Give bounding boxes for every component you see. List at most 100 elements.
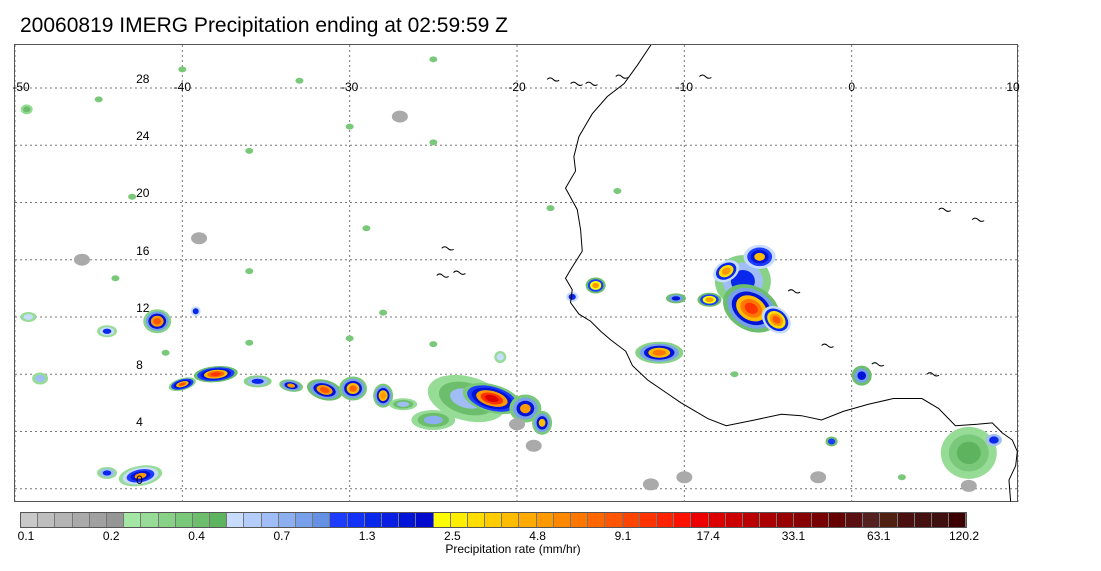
colorbar-swatch: [106, 513, 125, 527]
precip-cell: [210, 372, 221, 377]
precip-cell: [989, 436, 999, 444]
colorbar-swatch: [828, 513, 846, 527]
precip-cell: [897, 474, 906, 481]
colorbar-swatch: [794, 513, 812, 527]
precip-cell: [827, 438, 836, 445]
colorbar-swatch: [880, 513, 898, 527]
precip-cell: [73, 253, 90, 266]
island-outline: [585, 81, 598, 86]
precip-cell: [287, 383, 296, 388]
latitude-label: 8: [136, 358, 143, 373]
island-outline: [441, 246, 454, 251]
precip-cell: [960, 479, 977, 492]
precip-cell: [754, 252, 765, 261]
island-outline: [615, 74, 629, 79]
colorbar-swatch: [502, 513, 520, 527]
colorbar-label: Precipitation rate (mm/hr): [445, 542, 581, 556]
colorbar-swatch: [381, 513, 400, 527]
longitude-label: -40: [173, 80, 191, 94]
precip-cell: [111, 275, 120, 282]
colorbar-swatch: [708, 513, 726, 527]
precip-cell: [642, 478, 659, 491]
precip-cell: [349, 385, 357, 392]
precip-cell: [496, 353, 504, 361]
island-outline: [926, 372, 940, 377]
precip-cell: [191, 232, 208, 245]
colorbar-tick-label: 2.5: [444, 529, 461, 543]
island-outline: [787, 289, 801, 294]
longitude-label: -10: [675, 80, 693, 94]
colorbar-swatch: [399, 513, 417, 527]
colorbar-swatch: [914, 513, 932, 527]
colorbar-swatch: [760, 513, 778, 527]
colorbar-swatch: [846, 513, 864, 527]
latitude-label: 24: [136, 129, 150, 144]
precip-cell: [345, 335, 354, 342]
precip-cell: [397, 401, 410, 407]
colorbar-swatch: [485, 513, 503, 527]
colorbar-swatch: [175, 513, 193, 527]
colorbar-tick-label: 120.2: [948, 529, 980, 543]
precip-cell: [772, 316, 781, 324]
colorbar-swatch: [433, 513, 451, 527]
colorbar-swatch: [192, 513, 211, 527]
precip-cell: [568, 293, 576, 300]
colorbar: [20, 512, 968, 528]
colorbar-swatch: [588, 513, 606, 527]
precip-cell: [592, 282, 599, 289]
colorbar-swatch: [141, 513, 159, 527]
precip-cell: [245, 268, 254, 275]
precip-cell: [509, 418, 525, 431]
precip-cell: [546, 205, 555, 212]
latitude-label: 0: [136, 472, 143, 487]
colorbar-tick-label: 1.3: [358, 529, 376, 543]
island-outline: [938, 207, 951, 212]
precip-cell: [153, 317, 162, 325]
colorbar-swatch: [949, 513, 967, 527]
colorbar-tick-label: 33.1: [781, 529, 806, 543]
precip-cell: [429, 139, 438, 146]
precip-cell: [429, 341, 438, 348]
island-outline: [436, 273, 449, 278]
colorbar-swatch: [210, 513, 228, 527]
longitude-label: -20: [508, 80, 526, 94]
colorbar-swatch: [605, 513, 623, 527]
africa-coastline: [564, 45, 1018, 502]
colorbar-swatch: [897, 513, 915, 527]
colorbar-swatch: [416, 513, 434, 527]
precip-cell: [362, 225, 371, 232]
precip-cell: [178, 66, 187, 73]
colorbar-swatch: [89, 513, 107, 527]
colorbar-swatch: [467, 513, 486, 527]
island-outline: [871, 362, 885, 367]
colorbar-tick-label: 9.1: [614, 529, 632, 543]
precip-cell: [520, 403, 531, 414]
precip-cell: [956, 441, 981, 465]
precip-cell: [857, 371, 866, 380]
map-canvas: [15, 45, 1019, 503]
latitude-label: 12: [136, 300, 150, 315]
precip-cell: [23, 106, 31, 113]
colorbar-swatch: [244, 513, 262, 527]
precip-cell: [423, 415, 443, 425]
precip-cell: [671, 296, 681, 301]
colorbar-swatch: [691, 513, 709, 527]
colorbar-swatch: [278, 513, 296, 527]
latitude-label: 28: [136, 71, 150, 86]
precip-cell: [23, 313, 34, 320]
island-outline: [971, 217, 985, 222]
colorbar-swatch: [811, 513, 829, 527]
precip-cell: [94, 96, 103, 103]
colorbar-swatch: [777, 513, 795, 527]
precip-cell: [319, 387, 330, 393]
precip-cell: [295, 77, 304, 84]
latitude-label: 20: [136, 186, 150, 201]
precip-cell: [192, 308, 199, 315]
colorbar-swatch: [261, 513, 279, 527]
colorbar-swatch: [72, 513, 90, 527]
colorbar-swatch: [55, 513, 73, 527]
precip-cell: [102, 470, 112, 476]
colorbar-tick-label: 0.2: [102, 529, 120, 543]
colorbar-swatch: [622, 513, 640, 527]
precip-cell: [721, 267, 731, 275]
